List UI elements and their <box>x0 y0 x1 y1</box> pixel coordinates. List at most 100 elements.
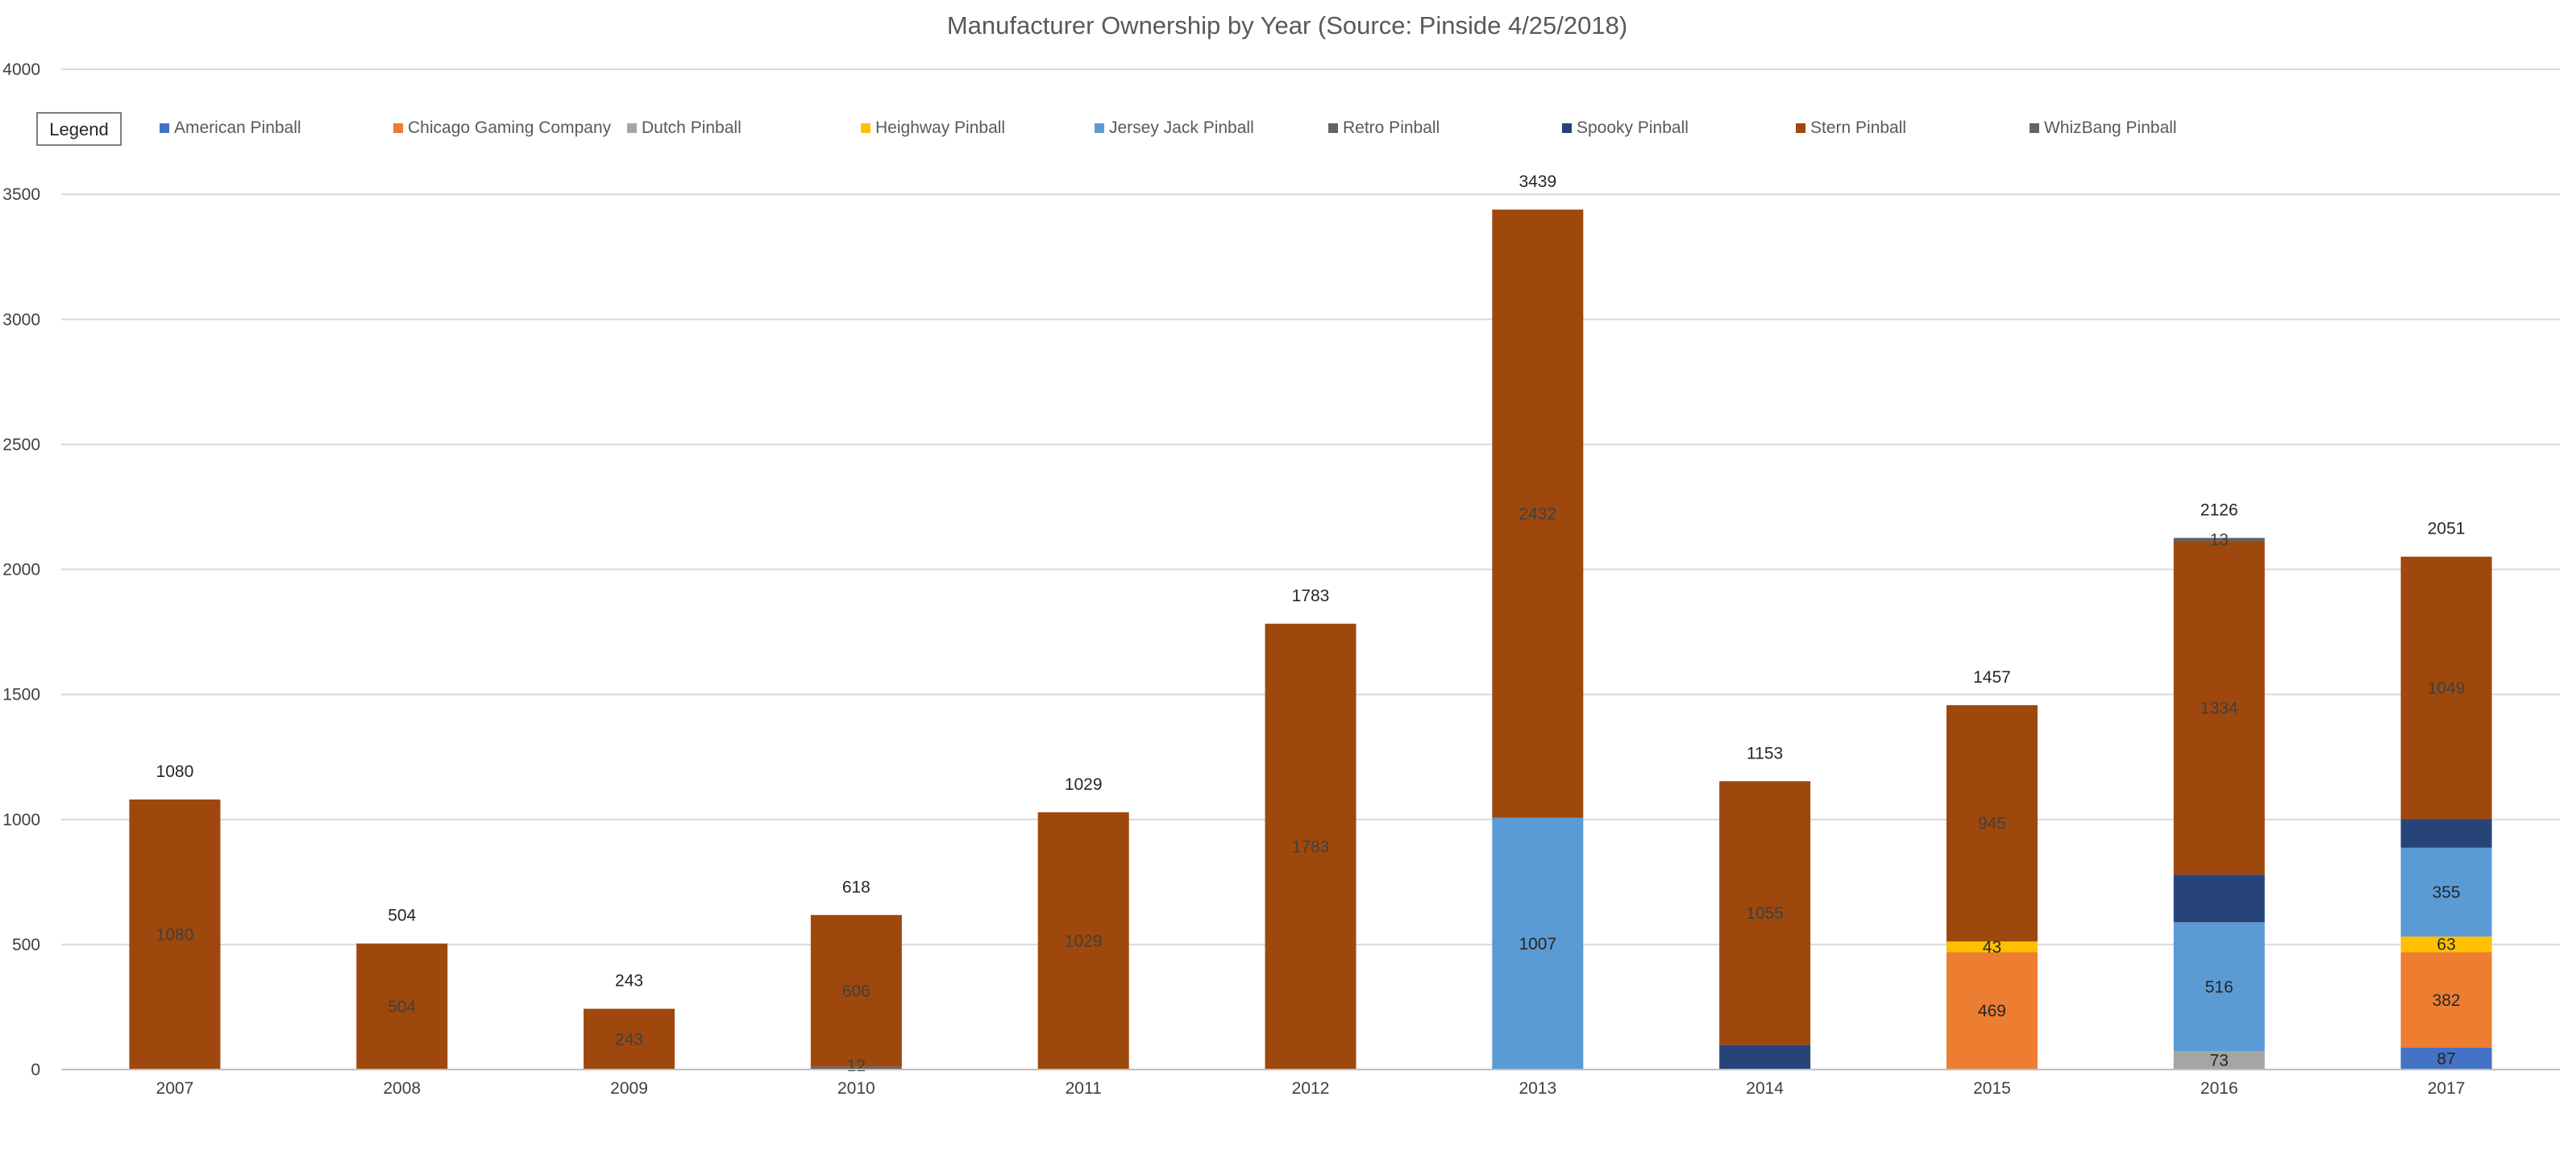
y-tick-label: 1000 <box>2 811 40 829</box>
data-label-stern-pinball-2009: 243 <box>615 1030 643 1049</box>
legend-label-stern-pinball: Stern Pinball <box>1810 118 1906 137</box>
bar-stern-pinball-2017 <box>2400 556 2492 820</box>
x-tick-label-2010: 2010 <box>837 1079 875 1098</box>
total-label-2014: 1153 <box>1747 744 1783 762</box>
legend-swatch-retro-pinball <box>1328 123 1338 133</box>
data-label-stern-pinball-2011: 1029 <box>1065 932 1103 950</box>
bar-stern-pinball-2016 <box>2173 541 2265 875</box>
y-tick-label: 500 <box>12 936 40 954</box>
data-label-stern-pinball-2008: 504 <box>388 998 416 1016</box>
legend-swatch-dutch-pinball <box>627 123 637 133</box>
bar-american-pinball-2017 <box>2400 1048 2492 1070</box>
bar-stern-pinball-2015 <box>1946 704 2038 942</box>
x-tick-label-2013: 2013 <box>1519 1079 1556 1098</box>
y-tick-label: 4000 <box>2 60 40 79</box>
x-tick-label-2017: 2017 <box>2428 1079 2466 1098</box>
total-label-2008: 504 <box>388 907 416 925</box>
x-tick-label-2014: 2014 <box>1746 1079 1784 1098</box>
bar-stern-pinball-2007 <box>129 799 221 1070</box>
data-label-heighway-pinball-2015: 43 <box>1983 938 2001 957</box>
data-label-retro-pinball-2010: 12 <box>847 1057 866 1075</box>
data-label-dutch-pinball-2016: 73 <box>2210 1052 2229 1070</box>
data-label-stern-pinball-2012: 1783 <box>1292 837 1330 856</box>
data-label-stern-pinball-2013: 2432 <box>1519 505 1556 523</box>
total-label-2011: 1029 <box>1065 775 1103 794</box>
y-tick-label: 2000 <box>2 561 40 580</box>
total-label-2013: 3439 <box>1519 172 1556 191</box>
legend-label-spooky-pinball: Spooky Pinball <box>1577 118 1689 137</box>
y-tick-label: 1500 <box>2 686 40 704</box>
bar-chicago-gaming-company-2015 <box>1946 952 2038 1070</box>
data-label-jersey-jack-pinball-2017: 355 <box>2433 883 2461 902</box>
data-label-whizbang-pinball-2016: 13 <box>2210 530 2229 549</box>
axes: 0 500 1000 1500 2000 2500 3000 3500 4000 2007 2008… <box>2 60 2560 1098</box>
data-label-chicago-gaming-company-2017: 382 <box>2433 991 2461 1010</box>
x-tick-label-2008: 2008 <box>383 1079 421 1098</box>
legend: Legend American Pinball Chicago Gaming Co… <box>36 112 2177 146</box>
x-tick-label-2009: 2009 <box>610 1079 648 1098</box>
legend-label-retro-pinball: Retro Pinball <box>1343 118 1440 137</box>
bar-heighway-pinball-2015 <box>1946 941 2038 953</box>
data-label-stern-pinball-2017: 1049 <box>2428 679 2466 697</box>
bar-jersey-jack-pinball-2017 <box>2400 847 2492 937</box>
bar-retro-pinball-2010 <box>810 1066 902 1070</box>
bar-spooky-pinball-2016 <box>2173 874 2265 923</box>
legend-swatch-jersey-jack-pinball <box>1095 123 1104 133</box>
y-tick-label: 0 <box>31 1061 40 1079</box>
legend-label-chicago-gaming-company: Chicago Gaming Company <box>408 118 612 137</box>
legend-swatch-chicago-gaming-company <box>393 123 403 133</box>
legend-swatch-stern-pinball <box>1796 123 1805 133</box>
bar-stern-pinball-2013 <box>1492 210 1584 818</box>
x-tick-label-2016: 2016 <box>2200 1079 2238 1098</box>
total-label-2012: 1783 <box>1292 587 1330 605</box>
legend-label-whizbang-pinball: WhizBang Pinball <box>2044 118 2177 137</box>
bar-spooky-pinball-2014 <box>1719 1045 1811 1070</box>
bars <box>129 210 2492 1070</box>
x-tick-label-2007: 2007 <box>156 1079 194 1098</box>
y-tick-label: 3500 <box>2 185 40 204</box>
data-label-chicago-gaming-company-2015: 469 <box>1978 1002 2006 1020</box>
bar-stern-pinball-2009 <box>584 1008 675 1070</box>
legend-swatch-spooky-pinball <box>1562 123 1572 133</box>
legend-title-box <box>36 112 122 146</box>
legend-swatch-whizbang-pinball <box>2030 123 2039 133</box>
total-label-2015: 1457 <box>1973 668 2011 687</box>
legend-label-dutch-pinball: Dutch Pinball <box>642 118 742 137</box>
bar-jersey-jack-pinball-2016 <box>2173 922 2265 1052</box>
total-label-2009: 243 <box>615 972 643 991</box>
legend-label-heighway-pinball: Heighway Pinball <box>875 118 1005 137</box>
bar-chicago-gaming-company-2017 <box>2400 952 2492 1049</box>
bar-spooky-pinball-2017 <box>2400 819 2492 848</box>
bar-stern-pinball-2012 <box>1265 623 1357 1070</box>
legend-label-american-pinball: American Pinball <box>174 118 301 137</box>
data-labels: 1080108050450424324312606618102910291783… <box>156 172 2466 1075</box>
x-tick-label-2012: 2012 <box>1292 1079 1330 1098</box>
x-tick-label-2011: 2011 <box>1066 1079 1102 1098</box>
legend-swatch-heighway-pinball <box>861 123 870 133</box>
total-label-2017: 2051 <box>2428 520 2466 538</box>
bar-stern-pinball-2011 <box>1037 812 1129 1070</box>
data-label-stern-pinball-2015: 945 <box>1978 815 2006 833</box>
y-tick-label: 2500 <box>2 435 40 454</box>
data-label-stern-pinball-2010: 606 <box>842 982 870 1000</box>
bar-jersey-jack-pinball-2013 <box>1492 817 1584 1070</box>
total-label-2010: 618 <box>842 878 870 896</box>
bar-stern-pinball-2014 <box>1719 781 1811 1045</box>
bar-dutch-pinball-2016 <box>2173 1051 2265 1070</box>
data-label-american-pinball-2017: 87 <box>2437 1050 2455 1069</box>
x-tick-label-2015: 2015 <box>1973 1079 2011 1098</box>
legend-label-jersey-jack-pinball: Jersey Jack Pinball <box>1109 118 1254 137</box>
bar-stern-pinball-2008 <box>356 943 448 1070</box>
data-label-stern-pinball-2016: 1334 <box>2200 699 2238 717</box>
y-tick-label: 3000 <box>2 310 40 329</box>
data-label-heighway-pinball-2017: 63 <box>2437 936 2455 954</box>
bar-whizbang-pinball-2016 <box>2173 538 2265 542</box>
bar-stern-pinball-2010 <box>810 915 902 1067</box>
total-label-2016: 2126 <box>2200 501 2238 519</box>
total-label-2007: 1080 <box>156 762 194 781</box>
bar-heighway-pinball-2017 <box>2400 936 2492 953</box>
legend-title: Legend <box>49 119 108 139</box>
data-label-jersey-jack-pinball-2016: 516 <box>2205 978 2233 996</box>
data-label-stern-pinball-2007: 1080 <box>156 925 194 944</box>
